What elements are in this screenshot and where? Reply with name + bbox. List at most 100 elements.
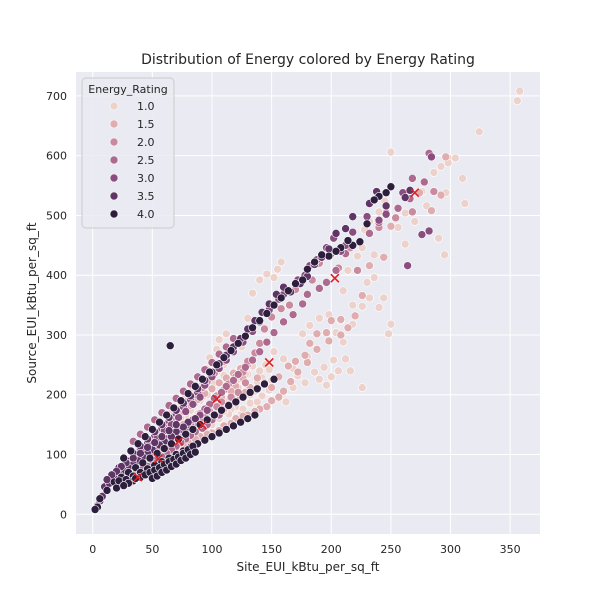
data-point xyxy=(336,330,346,340)
legend-marker xyxy=(109,101,119,111)
data-point xyxy=(424,226,434,236)
legend-label: 3.5 xyxy=(137,190,155,203)
data-point xyxy=(312,345,322,354)
data-point xyxy=(286,377,296,386)
x-tick-label: 350 xyxy=(500,543,521,556)
data-point xyxy=(343,323,353,333)
legend-entry: 3.5 xyxy=(109,190,155,203)
legend-entry: 3.0 xyxy=(109,172,155,185)
data-point xyxy=(369,273,379,282)
data-point xyxy=(174,413,183,422)
x-tick-label: 250 xyxy=(380,543,401,556)
data-point xyxy=(362,212,372,221)
data-point xyxy=(119,481,129,490)
y-tick-label: 300 xyxy=(46,329,67,342)
series-4.0 xyxy=(90,182,396,514)
data-point xyxy=(190,447,200,457)
data-point xyxy=(341,354,350,364)
legend-label: 2.0 xyxy=(137,136,155,149)
data-point xyxy=(171,420,181,429)
data-point xyxy=(298,275,307,285)
data-point xyxy=(236,417,245,427)
data-point xyxy=(143,443,152,452)
legend-marker xyxy=(109,155,119,165)
data-point xyxy=(243,313,253,323)
data-point xyxy=(410,217,420,226)
y-tick-label: 700 xyxy=(46,90,67,103)
data-point xyxy=(145,453,155,463)
centroid-markers xyxy=(133,188,420,482)
centroid-marker xyxy=(410,188,420,198)
data-point xyxy=(350,311,360,321)
data-point xyxy=(269,273,279,282)
data-point xyxy=(336,315,346,324)
data-point xyxy=(200,435,210,445)
data-point xyxy=(90,505,100,514)
data-point xyxy=(269,347,279,357)
data-point xyxy=(257,391,267,401)
data-point xyxy=(322,328,331,337)
data-point xyxy=(159,444,169,453)
data-point xyxy=(324,244,334,254)
data-point xyxy=(274,392,284,402)
legend-entry: 4.0 xyxy=(109,208,155,221)
centroid-marker xyxy=(212,394,222,404)
data-point xyxy=(217,405,226,415)
data-point xyxy=(379,252,389,262)
data-point xyxy=(165,341,175,351)
data-point xyxy=(133,439,143,449)
data-point xyxy=(362,219,372,229)
data-point xyxy=(229,376,238,385)
data-point xyxy=(269,374,279,384)
data-point xyxy=(365,293,374,303)
data-point xyxy=(176,396,186,406)
data-point xyxy=(248,288,257,298)
data-point xyxy=(303,290,312,299)
data-point xyxy=(190,414,200,423)
data-point xyxy=(319,362,329,372)
data-point xyxy=(181,429,191,439)
data-point xyxy=(315,284,324,293)
data-point xyxy=(217,388,226,397)
x-tick-label: 150 xyxy=(261,543,282,556)
data-point xyxy=(300,378,310,388)
data-point xyxy=(255,275,264,285)
data-point xyxy=(214,428,224,438)
data-point xyxy=(343,266,353,275)
data-point xyxy=(300,350,310,360)
legend-box xyxy=(81,77,175,229)
data-point xyxy=(102,475,112,484)
data-point xyxy=(188,425,198,434)
data-point xyxy=(353,251,362,261)
legend-marker xyxy=(109,119,119,129)
data-point xyxy=(276,293,286,303)
data-point xyxy=(255,366,264,376)
data-point xyxy=(279,354,288,364)
data-point xyxy=(198,374,207,384)
centroid-marker xyxy=(197,420,208,430)
data-point xyxy=(303,358,312,367)
data-point xyxy=(405,186,415,195)
data-point xyxy=(326,316,336,325)
data-point xyxy=(357,383,367,392)
data-points xyxy=(90,86,525,514)
data-point xyxy=(267,383,276,392)
y-tick-label: 500 xyxy=(46,209,67,222)
legend-entry: 2.0 xyxy=(109,136,155,149)
legend: Energy_Rating 1.0 1.5 2.0 2.5 3.0 3.5 4.0 xyxy=(81,77,175,229)
data-point xyxy=(233,339,243,348)
legend-label: 4.0 xyxy=(137,208,155,221)
data-point xyxy=(219,353,229,362)
data-point xyxy=(341,224,350,233)
data-point xyxy=(243,414,253,423)
data-point xyxy=(400,239,410,249)
data-point xyxy=(419,177,429,187)
x-tick-label: 100 xyxy=(201,543,222,556)
data-point xyxy=(164,426,174,435)
data-point xyxy=(245,388,255,397)
data-point xyxy=(381,209,391,219)
data-point xyxy=(179,422,188,432)
data-point xyxy=(348,300,358,310)
data-point xyxy=(369,250,379,260)
